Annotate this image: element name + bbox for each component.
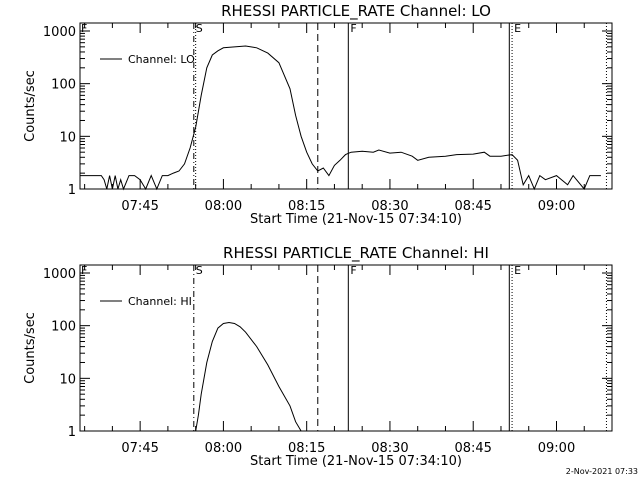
- x-tick-label: 08:15: [288, 441, 325, 456]
- x-tick-label: 07:45: [121, 441, 158, 456]
- chart-panel-0: RHESSI PARTICLE_RATE Channel: LO 1 10 100 10…: [23, 2, 613, 227]
- series-line: [80, 45, 601, 191]
- x-tick-label: 08:15: [288, 199, 325, 214]
- y-tick-label: 100: [51, 78, 76, 93]
- marker-label: S: [196, 264, 203, 277]
- x-tick-label: 08:00: [205, 199, 242, 214]
- marker-label: F: [350, 264, 356, 277]
- marker-label: E: [514, 22, 521, 35]
- x-tick-label: 08:00: [205, 441, 242, 456]
- marker-label: S: [196, 22, 203, 35]
- x-tick-label: 07:45: [121, 199, 158, 214]
- chart-title: RHESSI PARTICLE_RATE Channel: HI: [223, 244, 489, 263]
- chart-panel-1: RHESSI PARTICLE_RATE Channel: HI 1 10 100 10…: [23, 244, 613, 469]
- corner-marker-label: F: [81, 22, 87, 35]
- y-tick-label: 10: [59, 372, 76, 387]
- x-tick-label: 09:00: [538, 199, 575, 214]
- x-tick-label: 08:45: [454, 199, 491, 214]
- y-tick-label: 1: [68, 425, 76, 440]
- x-tick-label: 08:45: [454, 441, 491, 456]
- legend-label: Channel: HI: [128, 295, 192, 308]
- chart-title: RHESSI PARTICLE_RATE Channel: LO: [221, 2, 491, 21]
- legend-label: Channel: LO: [128, 53, 195, 66]
- x-axis-label: Start Time (21-Nov-15 07:34:10): [250, 212, 462, 227]
- marker-label: F: [350, 22, 356, 35]
- x-tick-label: 08:30: [371, 199, 408, 214]
- marker-label: E: [514, 264, 521, 277]
- y-tick-label: 100: [51, 320, 76, 335]
- corner-marker-label: F: [81, 264, 87, 277]
- y-tick-label: 10: [59, 130, 76, 145]
- y-tick-label: 1: [68, 183, 76, 198]
- series-line: [195, 321, 302, 432]
- x-axis-label: Start Time (21-Nov-15 07:34:10): [250, 454, 462, 469]
- x-tick-label: 09:00: [538, 441, 575, 456]
- y-axis-label: Counts/sec: [23, 70, 38, 142]
- y-tick-label: 1000: [43, 25, 76, 40]
- y-tick-label: 1000: [43, 267, 76, 282]
- plot-frame: [79, 22, 613, 190]
- y-axis-label: Counts/sec: [23, 312, 38, 384]
- footer-date: 2-Nov-2021 07:33: [566, 467, 638, 476]
- plot-frame: [79, 264, 613, 432]
- x-tick-label: 08:30: [371, 441, 408, 456]
